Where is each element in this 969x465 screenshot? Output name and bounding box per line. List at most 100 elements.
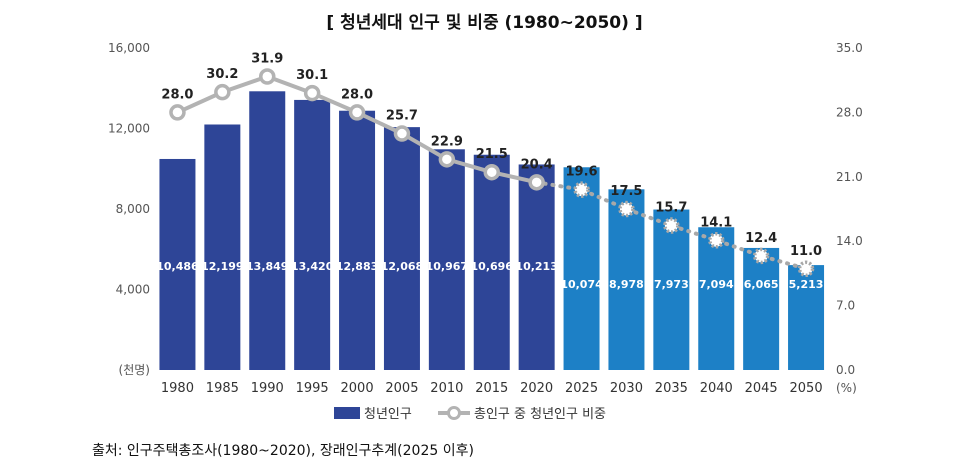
bar — [294, 99, 331, 371]
share-point — [528, 174, 545, 191]
share-point-projected — [752, 247, 770, 265]
share-value-label: 25.7 — [386, 109, 418, 124]
bar — [339, 110, 376, 371]
share-value-label: 31.9 — [251, 52, 283, 67]
right-tick-label: 28.0 — [836, 105, 863, 119]
x-axis: 1980 1985 1990 1995 2000 2005 2010 2015 2020 2025… — [161, 381, 823, 396]
right-axis: 35.0 28.0 21.0 14.0 7.0 0.0 (%) — [836, 41, 863, 395]
x-tick-label: 1990 — [251, 381, 284, 396]
chart-title: [ 청년세대 인구 및 비중 (1980~2050) ] — [326, 13, 643, 33]
x-tick-label: 2015 — [475, 381, 508, 396]
share-point-projected — [663, 217, 680, 234]
share-point-projected — [618, 200, 635, 218]
left-tick-label: 12,000 — [108, 122, 150, 136]
x-tick-label: 2025 — [565, 381, 598, 396]
legend-bar-label: 청년인구 — [364, 407, 412, 422]
bar — [204, 124, 241, 371]
x-tick-label: 2030 — [610, 381, 643, 396]
left-axis: 16,000 12,000 8,000 4,000 (천명) — [108, 41, 150, 377]
bar — [383, 127, 420, 370]
bar — [428, 149, 465, 370]
share-value-label: 22.9 — [431, 134, 463, 149]
share-value-label: 17.5 — [610, 184, 642, 199]
share-value-label: 21.5 — [476, 147, 508, 162]
x-tick-label: 2010 — [430, 381, 463, 396]
bar — [788, 265, 825, 370]
x-tick-label: 2020 — [520, 381, 553, 396]
share-point — [483, 163, 500, 181]
bar-value-label: 5,213 — [789, 278, 824, 291]
right-tick-label: 35.0 — [836, 41, 863, 55]
bar-value-label: 13,420 — [291, 260, 334, 273]
x-tick-label: 2005 — [385, 381, 418, 396]
x-tick-label: 2000 — [341, 381, 374, 396]
legend-line-label: 총인구 중 청년인구 비중 — [474, 407, 606, 422]
left-tick-label: 16,000 — [108, 41, 150, 55]
x-tick-label: 2035 — [655, 381, 688, 396]
share-value-label: 12.4 — [745, 231, 777, 246]
x-tick-label: 2050 — [790, 381, 823, 396]
share-point — [348, 104, 366, 121]
bar — [563, 167, 600, 370]
share-point — [393, 125, 411, 142]
share-value-label: 20.4 — [521, 157, 553, 172]
right-tick-label: 21.0 — [836, 170, 863, 184]
left-axis-unit: (천명) — [119, 362, 150, 377]
bar-value-label: 7,094 — [699, 278, 734, 291]
bar-value-label: 6,065 — [744, 278, 779, 291]
legend-line-marker — [447, 406, 461, 420]
bar — [518, 164, 555, 370]
x-tick-label: 1995 — [296, 381, 329, 396]
share-value-label: 15.7 — [655, 201, 687, 216]
bar-value-label: 10,967 — [426, 260, 468, 273]
bar-value-label: 12,883 — [336, 260, 378, 273]
share-line: 28.0 30.2 31.9 30.1 28.0 25.7 22.9 21.5 20.4 19.6… — [161, 52, 822, 278]
right-tick-label: 14.0 — [836, 234, 863, 248]
bar-value-label: 10,486 — [156, 260, 199, 273]
bars: 10,486 12,199 13,849 13,420 12,883 12,068 10,9… — [156, 91, 825, 371]
share-value-label: 14.1 — [700, 215, 732, 230]
x-tick-label: 1985 — [206, 381, 239, 396]
bar — [249, 91, 286, 370]
right-axis-unit: (%) — [836, 381, 857, 395]
left-tick-label: 8,000 — [116, 202, 150, 216]
x-tick-label: 2045 — [745, 381, 778, 396]
bar — [473, 154, 510, 370]
share-point — [438, 151, 456, 168]
bar-value-label: 7,973 — [654, 278, 689, 291]
legend: 청년인구 총인구 중 청년인구 비중 — [334, 406, 606, 422]
right-tick-label: 0.0 — [836, 363, 855, 377]
x-tick-label: 2040 — [700, 381, 733, 396]
x-tick-label: 1980 — [161, 381, 194, 396]
bar — [159, 158, 196, 370]
legend-bar-swatch — [334, 407, 360, 419]
source-note: 출처: 인구주택총조사(1980~2020), 장래인구추계(2025 이후) — [92, 443, 474, 459]
bar-value-label: 10,074 — [560, 278, 603, 291]
bar-value-label: 10,696 — [471, 260, 514, 273]
bar — [698, 227, 735, 370]
bar — [743, 247, 780, 370]
share-value-label: 28.0 — [341, 87, 373, 102]
share-point — [303, 84, 321, 102]
share-value-label: 30.2 — [206, 67, 238, 82]
share-point-projected — [573, 181, 590, 198]
share-point — [259, 68, 276, 85]
share-value-label: 28.0 — [161, 87, 193, 102]
bar-value-label: 12,068 — [381, 260, 423, 273]
bar — [653, 209, 690, 370]
share-point — [214, 83, 231, 101]
bar — [608, 189, 645, 370]
share-point-projected — [708, 232, 725, 249]
bar-value-label: 8,978 — [609, 278, 644, 291]
share-point — [169, 104, 186, 121]
right-tick-label: 7.0 — [836, 299, 855, 313]
share-value-label: 30.1 — [296, 68, 328, 83]
bar-value-label: 10,213 — [515, 260, 557, 273]
bar-value-label: 13,849 — [246, 260, 288, 273]
share-point-projected — [797, 260, 815, 278]
bar-value-label: 12,199 — [201, 260, 243, 273]
share-value-label: 19.6 — [566, 165, 598, 180]
share-value-label: 11.0 — [790, 244, 822, 259]
left-tick-label: 4,000 — [116, 283, 150, 297]
